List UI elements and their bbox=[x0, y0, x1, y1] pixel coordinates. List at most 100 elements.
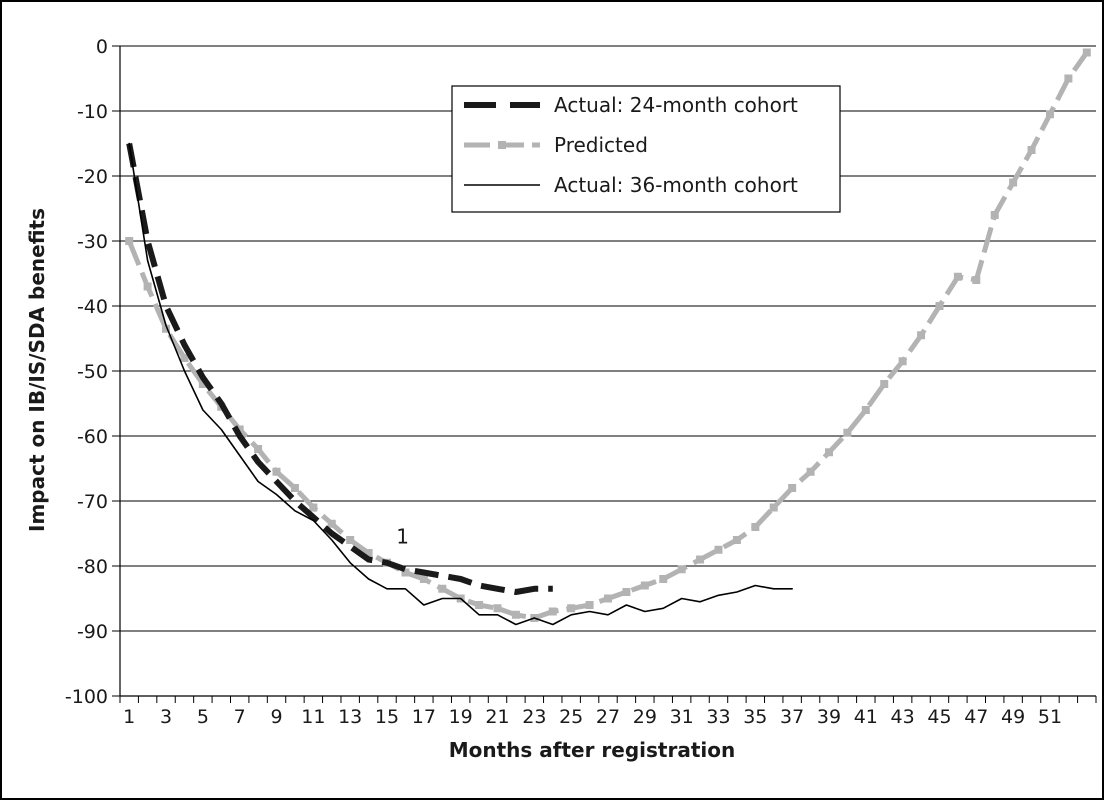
legend: Actual: 24-month cohort Predicted Actual… bbox=[451, 85, 841, 213]
predicted-point bbox=[659, 575, 668, 583]
x-tick-label: 19 bbox=[449, 706, 473, 728]
predicted-point bbox=[751, 523, 760, 531]
x-tick-label: 11 bbox=[301, 706, 325, 728]
predicted-point bbox=[309, 503, 318, 512]
x-tick-label: 17 bbox=[412, 706, 436, 728]
x-tick-label: 3 bbox=[160, 706, 172, 728]
predicted-point bbox=[640, 581, 649, 590]
x-tick-label: 5 bbox=[197, 706, 209, 728]
x-tick-label: 23 bbox=[522, 706, 546, 728]
predicted-point bbox=[198, 380, 207, 388]
x-tick-label: 49 bbox=[1001, 706, 1025, 728]
x-tick-label: 21 bbox=[485, 706, 509, 728]
predicted-point bbox=[788, 484, 797, 492]
y-tick-label: -100 bbox=[65, 686, 108, 708]
x-tick-label: 13 bbox=[338, 706, 362, 728]
predicted-point bbox=[401, 568, 410, 577]
predicted-point bbox=[567, 604, 576, 613]
predicted-point bbox=[898, 357, 907, 366]
predicted-point bbox=[162, 324, 171, 333]
predicted-point bbox=[769, 503, 778, 512]
y-tick-label: -60 bbox=[77, 426, 108, 448]
predicted-point bbox=[1027, 146, 1036, 154]
legend-label-24-month: Actual: 24-month cohort bbox=[554, 93, 798, 117]
predicted-point bbox=[1045, 110, 1054, 119]
predicted-point bbox=[880, 380, 889, 388]
x-tick-label: 33 bbox=[706, 706, 730, 728]
y-tick-label: -90 bbox=[77, 621, 108, 643]
predicted-point bbox=[824, 448, 833, 457]
predicted-point bbox=[493, 604, 502, 613]
x-tick-label: 15 bbox=[375, 706, 399, 728]
gridlines bbox=[120, 45, 1096, 632]
y-tick-label: -50 bbox=[77, 361, 108, 383]
y-tick-label: -20 bbox=[77, 166, 108, 188]
legend-label-36-month: Actual: 36-month cohort bbox=[554, 173, 798, 197]
x-tick-label: 9 bbox=[270, 706, 282, 728]
predicted-point bbox=[548, 607, 557, 616]
x-tick-label: 1 bbox=[123, 706, 135, 728]
predicted-point bbox=[953, 272, 962, 281]
y-tick-label: -70 bbox=[77, 491, 108, 513]
predicted-point bbox=[806, 467, 815, 476]
predicted-point bbox=[990, 211, 999, 219]
series-36-month-cohort bbox=[128, 142, 794, 626]
predicted-point bbox=[714, 545, 723, 554]
y-tick-label: -80 bbox=[77, 556, 108, 578]
legend-markers-predicted bbox=[498, 141, 506, 149]
x-tick-label: 43 bbox=[891, 706, 915, 728]
legend-marker bbox=[498, 141, 506, 149]
y-tick-label: -10 bbox=[77, 101, 108, 123]
predicted-point bbox=[290, 484, 299, 492]
predicted-point bbox=[843, 428, 852, 437]
predicted-point bbox=[364, 549, 373, 557]
predicted-point bbox=[327, 519, 336, 528]
predicted-point bbox=[622, 588, 631, 596]
predicted-point bbox=[272, 467, 281, 476]
x-tick-label: 29 bbox=[633, 706, 657, 728]
x-tick-label: 47 bbox=[964, 706, 988, 728]
y-tick-label: -30 bbox=[77, 231, 108, 253]
predicted-point bbox=[475, 601, 484, 609]
predicted-point bbox=[917, 331, 926, 340]
predicted-point bbox=[1009, 178, 1018, 187]
predicted-point bbox=[1064, 74, 1073, 83]
predicted-point bbox=[143, 282, 152, 291]
predicted-point bbox=[677, 565, 686, 574]
y-tick-label: -40 bbox=[77, 296, 108, 318]
predicted-point bbox=[972, 276, 981, 284]
annotation-label: 1 bbox=[396, 524, 409, 548]
x-axis-title: Months after registration bbox=[449, 738, 736, 762]
predicted-point bbox=[346, 536, 355, 544]
x-tick-label: 51 bbox=[1038, 706, 1062, 728]
x-tick-label: 7 bbox=[234, 706, 246, 728]
x-tick-label: 27 bbox=[596, 706, 620, 728]
x-tick-label: 41 bbox=[854, 706, 878, 728]
x-tick-label: 35 bbox=[743, 706, 767, 728]
x-tick-label: 25 bbox=[559, 706, 583, 728]
predicted-point bbox=[732, 536, 741, 544]
predicted-point bbox=[696, 555, 705, 564]
predicted-point bbox=[861, 406, 870, 414]
x-tick-label: 39 bbox=[817, 706, 841, 728]
y-tick-label: 0 bbox=[96, 36, 108, 58]
series-lines bbox=[125, 48, 1091, 626]
predicted-point bbox=[180, 354, 189, 362]
predicted-point bbox=[438, 584, 447, 593]
x-tick-label: 45 bbox=[927, 706, 951, 728]
predicted-point bbox=[511, 610, 520, 619]
legend-label-predicted: Predicted bbox=[554, 133, 648, 157]
predicted-point bbox=[125, 237, 134, 245]
x-tick-label: 31 bbox=[670, 706, 694, 728]
predicted-point bbox=[1082, 48, 1091, 57]
predicted-point bbox=[419, 575, 428, 583]
predicted-point bbox=[254, 445, 263, 453]
x-tick-label: 37 bbox=[780, 706, 804, 728]
series-24-month-cohort bbox=[126, 142, 553, 595]
predicted-point bbox=[935, 302, 944, 310]
predicted-point bbox=[604, 594, 612, 603]
predicted-point bbox=[585, 601, 594, 609]
